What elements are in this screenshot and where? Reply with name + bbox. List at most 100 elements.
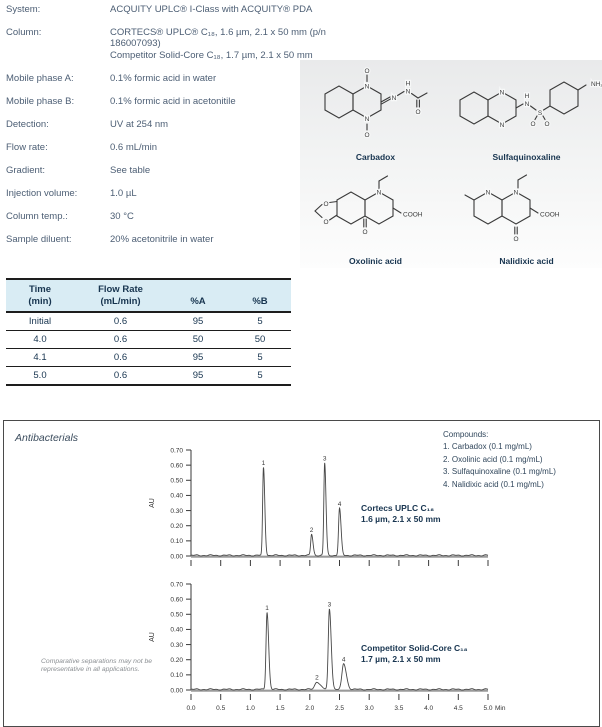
svg-text:3.0: 3.0 xyxy=(365,705,374,712)
method-conditions-list: System: ACQUITY UPLC® I-Class with ACQUIT… xyxy=(6,4,336,257)
carbadox-structure-drawing: NN OO N NH O xyxy=(323,67,428,140)
svg-text:0.10: 0.10 xyxy=(170,672,183,679)
param-value: 30 °C xyxy=(110,211,134,222)
col-header-time: Time (min) xyxy=(6,279,74,313)
param-value: UV at 254 nm xyxy=(110,119,169,130)
svg-text:0.0: 0.0 xyxy=(186,705,195,712)
svg-text:COOH: COOH xyxy=(403,212,423,219)
structure-name: Oxolinic acid xyxy=(349,256,402,266)
param-row: Gradient: See table xyxy=(6,165,336,188)
competitor-chromatogram-plot: 0.00 0.10 0.20 0.30 0.40 0.50 0.60 0.70 AU 0.0 0.5… xyxy=(149,581,506,712)
param-label: Column: xyxy=(6,27,42,38)
svg-text:1.5: 1.5 xyxy=(276,705,285,712)
gradient-table: Time (min) Flow Rate (mL/min) %A %B Initia… xyxy=(6,278,291,386)
svg-text:0.30: 0.30 xyxy=(170,642,183,649)
param-row: Competitor Solid-Core C₁₈, 1.7 µm, 2.1 x… xyxy=(6,50,336,73)
col-header-percent-a: %A xyxy=(167,279,229,313)
param-row: Column temp.: 30 °C xyxy=(6,211,336,234)
svg-text:O: O xyxy=(364,132,369,139)
compounds-legend-header: Compounds: xyxy=(443,430,489,439)
svg-text:AU: AU xyxy=(149,498,156,508)
svg-text:4.0: 4.0 xyxy=(424,705,433,712)
param-value: See table xyxy=(110,165,151,176)
param-label: Gradient: xyxy=(6,165,46,176)
cell: 0.6 xyxy=(74,365,167,385)
cell: 5.0 xyxy=(6,365,74,385)
svg-text:O: O xyxy=(415,109,420,116)
param-value: 0.1% formic acid in water xyxy=(110,73,217,84)
svg-text:AU: AU xyxy=(149,632,156,642)
param-label: Flow rate: xyxy=(6,142,48,153)
cell: 0.6 xyxy=(113,315,128,327)
svg-text:3: 3 xyxy=(328,602,332,609)
cell: 4.0 xyxy=(6,329,74,349)
svg-text:4: 4 xyxy=(342,656,346,663)
svg-text:1.0: 1.0 xyxy=(246,705,255,712)
svg-text:N: N xyxy=(513,190,518,197)
svg-text:0.60: 0.60 xyxy=(170,596,183,603)
svg-text:0.70: 0.70 xyxy=(170,581,183,588)
svg-text:S: S xyxy=(537,110,542,117)
figure-title: Antibacterials xyxy=(15,432,79,444)
svg-text:3.5: 3.5 xyxy=(394,705,403,712)
cell: 5 xyxy=(229,365,291,385)
comparative-note: Comparative separations may not be repre… xyxy=(41,658,153,674)
structure-oxolinic-acid: O O N COOH O Oxolinic acid xyxy=(300,164,451,268)
param-label: Detection: xyxy=(6,119,49,130)
param-value: 20% acetonitrile in water xyxy=(110,234,214,245)
svg-text:H: H xyxy=(524,93,529,100)
compound-item: 2. Oxolinic acid (0.1 mg/mL) xyxy=(443,454,543,464)
param-row: Mobile phase A: 0.1% formic acid in water xyxy=(6,73,336,96)
cortecs-chromatogram-plot: 0.00 0.10 0.20 0.30 0.40 0.50 0.60 0.70 AU 1 2 3 4 xyxy=(149,447,489,566)
svg-text:0.50: 0.50 xyxy=(170,612,183,619)
cell: 50 xyxy=(167,329,229,349)
svg-text:N: N xyxy=(499,122,504,129)
compound-item: 3. Sulfaquinoxaline (0.1 mg/mL) xyxy=(443,467,556,477)
svg-text:0.20: 0.20 xyxy=(170,523,183,530)
cell: 5 xyxy=(229,347,291,367)
svg-text:0.40: 0.40 xyxy=(170,493,183,500)
compounds-legend: Compounds: 1. Carbadox (0.1 mg/mL) 2. Ox… xyxy=(443,429,556,491)
col-header-flow-rate: Flow Rate (mL/min) xyxy=(74,279,167,313)
cell: 0.6 xyxy=(74,329,167,349)
compound-item: 1. Carbadox (0.1 mg/mL) xyxy=(443,442,532,452)
svg-text:0.60: 0.60 xyxy=(170,462,183,469)
svg-text:4: 4 xyxy=(338,501,342,508)
svg-text:2: 2 xyxy=(315,674,319,681)
svg-text:4.5: 4.5 xyxy=(454,705,463,712)
svg-text:O: O xyxy=(544,121,549,128)
param-label: Column temp.: xyxy=(6,211,68,222)
svg-text:COOH: COOH xyxy=(540,212,560,219)
param-value: CORTECS® UPLC® C₁₈, 1.6 µm, 2.1 x 50 mm … xyxy=(110,27,326,49)
cortecs-column-label: Cortecs UPLC C₁₈ 1.6 µm, 2.1 x 50 mm xyxy=(361,503,441,524)
param-row: System: ACQUITY UPLC® I-Class with ACQUIT… xyxy=(6,4,336,27)
svg-text:0.00: 0.00 xyxy=(170,553,183,560)
param-row: Column: CORTECS® UPLC® C₁₈, 1.6 µm, 2.1 x… xyxy=(6,27,336,50)
svg-text:N: N xyxy=(391,95,396,102)
param-row: Detection: UV at 254 nm xyxy=(6,119,336,142)
structure-name: Nalidixic acid xyxy=(499,256,554,266)
cell: 95 xyxy=(167,347,229,367)
cell: 95 xyxy=(192,315,204,327)
svg-text:2.0: 2.0 xyxy=(305,705,314,712)
svg-text:H: H xyxy=(405,81,410,88)
col-header-percent-b: %B xyxy=(229,279,291,313)
svg-text:O: O xyxy=(362,229,367,236)
cell: 50 xyxy=(229,329,291,349)
param-row: Injection volume: 1.0 µL xyxy=(6,188,336,211)
param-row: Mobile phase B: 0.1% formic acid in aceto… xyxy=(6,96,336,119)
svg-text:0.70: 0.70 xyxy=(170,447,183,454)
param-value: 0.1% formic acid in acetonitile xyxy=(110,96,236,107)
table-row: Initial 0.6 95 5 xyxy=(6,312,291,331)
param-value: 0.6 mL/min xyxy=(110,142,157,153)
svg-text:0.40: 0.40 xyxy=(170,627,183,634)
param-label: Injection volume: xyxy=(6,188,78,199)
table-row: 5.0 0.6 95 5 xyxy=(6,365,291,385)
svg-text:0.30: 0.30 xyxy=(170,508,183,515)
svg-text:NH₂: NH₂ xyxy=(591,81,602,88)
svg-text:N: N xyxy=(376,190,381,197)
svg-text:1: 1 xyxy=(262,460,266,467)
svg-text:N: N xyxy=(524,101,529,108)
